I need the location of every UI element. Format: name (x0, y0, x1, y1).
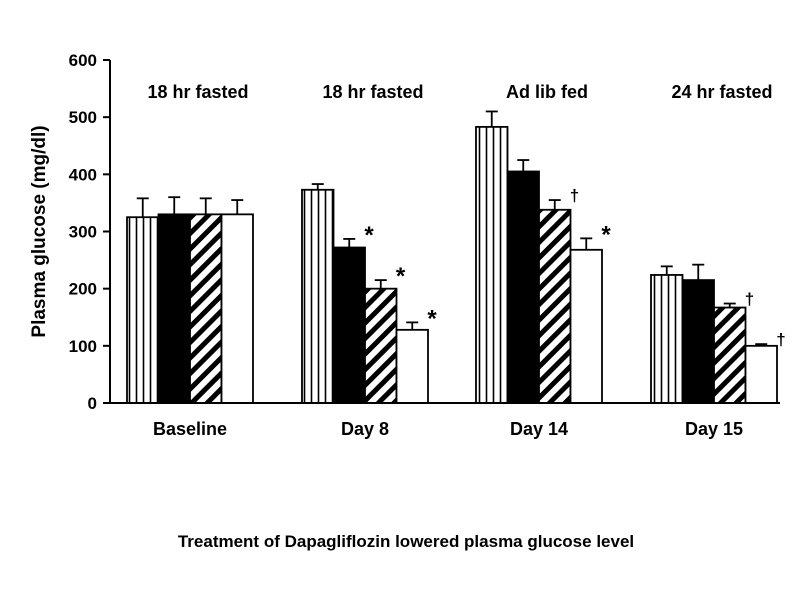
significance-mark: † (570, 186, 579, 205)
bar (301, 188, 335, 404)
bar (744, 344, 778, 404)
group-condition-label: 18 hr fasted (147, 82, 248, 102)
y-tick-label: 100 (69, 337, 97, 356)
bar (713, 306, 747, 404)
y-tick-label: 500 (69, 108, 97, 127)
bar (395, 328, 429, 404)
x-category-label: Day 8 (341, 419, 389, 439)
bar (538, 208, 572, 404)
y-tick-label: 300 (69, 223, 97, 242)
significance-mark: * (427, 305, 437, 332)
x-category-label: Day 15 (685, 419, 743, 439)
group-condition-label: 24 hr fasted (671, 82, 772, 102)
bars-layer (126, 110, 778, 404)
y-tick-label: 600 (69, 51, 97, 70)
bar (569, 248, 603, 404)
y-axis-label: Plasma glucose (mg/dl) (29, 125, 50, 337)
y-tick-label: 200 (69, 280, 97, 299)
bar (332, 246, 366, 404)
significance-mark: * (396, 263, 406, 290)
significance-mark: * (601, 221, 611, 248)
x-category-label: Baseline (153, 419, 227, 439)
bar (126, 216, 160, 404)
labels-layer: * * † † * * † Baseline 18 hr fasted Day 8 18 hr fa… (109, 82, 786, 439)
y-tick-label: 400 (69, 165, 97, 184)
axes: 0 100 200 300 400 500 600 Plasma glucose (mg/dl… (29, 51, 111, 413)
bar (506, 170, 540, 404)
bar (220, 213, 254, 404)
bar (364, 287, 398, 404)
significance-mark: * (364, 222, 374, 249)
significance-mark: † (776, 330, 785, 349)
bar (650, 274, 684, 404)
bar (189, 213, 223, 404)
group-condition-label: 18 hr fasted (322, 82, 423, 102)
bar (681, 279, 715, 404)
x-category-label: Day 14 (510, 419, 568, 439)
figure-caption: Treatment of Dapagliflozin lowered plasm… (177, 532, 635, 551)
y-tick-label: 0 (88, 394, 97, 413)
group-condition-label: Ad lib fed (506, 82, 588, 102)
bar (475, 125, 509, 404)
bar (157, 213, 191, 404)
significance-mark: † (745, 290, 754, 309)
